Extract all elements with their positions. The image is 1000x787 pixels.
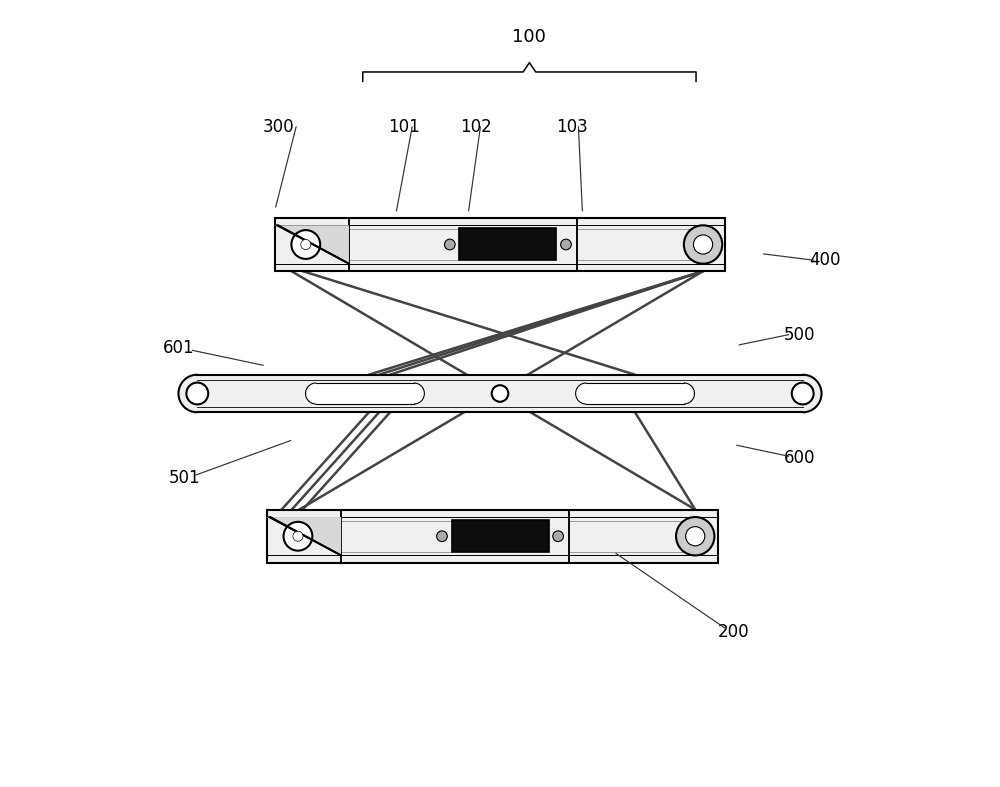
Text: 200: 200 — [718, 623, 750, 641]
Circle shape — [444, 239, 455, 249]
Text: 600: 600 — [784, 449, 815, 467]
Ellipse shape — [178, 375, 216, 412]
Circle shape — [693, 235, 713, 254]
Circle shape — [293, 531, 303, 541]
Bar — [275, 218, 725, 272]
Text: 400: 400 — [810, 251, 841, 269]
Circle shape — [492, 385, 508, 402]
Bar — [197, 375, 803, 412]
Ellipse shape — [306, 383, 327, 404]
Circle shape — [676, 517, 714, 556]
Circle shape — [291, 230, 320, 259]
Text: 103: 103 — [556, 118, 588, 136]
Ellipse shape — [784, 375, 822, 412]
Text: 300: 300 — [263, 118, 295, 136]
Bar — [459, 228, 556, 260]
Ellipse shape — [576, 383, 597, 404]
Text: 102: 102 — [461, 118, 492, 136]
Circle shape — [686, 527, 705, 546]
Circle shape — [561, 239, 571, 249]
Text: 500: 500 — [784, 326, 815, 344]
Circle shape — [792, 382, 814, 405]
Circle shape — [284, 522, 312, 551]
Bar — [452, 520, 549, 552]
Circle shape — [684, 225, 722, 264]
Text: 501: 501 — [169, 469, 201, 487]
Text: 601: 601 — [163, 339, 194, 357]
Ellipse shape — [673, 383, 694, 404]
Bar — [267, 509, 718, 563]
Circle shape — [553, 531, 563, 541]
Bar — [586, 383, 684, 404]
Polygon shape — [267, 517, 341, 556]
Ellipse shape — [403, 383, 424, 404]
Polygon shape — [275, 225, 349, 264]
Circle shape — [437, 531, 447, 541]
Text: 101: 101 — [388, 118, 420, 136]
Bar — [316, 383, 414, 404]
Circle shape — [186, 382, 208, 405]
Circle shape — [301, 239, 311, 249]
Text: 100: 100 — [512, 28, 546, 46]
